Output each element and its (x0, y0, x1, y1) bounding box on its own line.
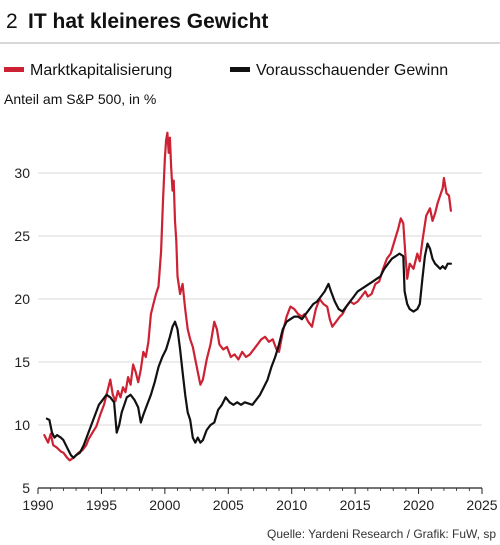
x-tick-label-1990: 1990 (22, 497, 53, 513)
y-axis-label: Anteil am S&P 500, in % (4, 91, 156, 107)
y-tick-labels: 5 10 15 20 25 30 (14, 165, 30, 496)
x-tick-labels: 1990 1995 2000 2005 2010 2015 2020 2025 (22, 497, 497, 513)
y-tick-label-10: 10 (14, 417, 30, 433)
x-tick-label-2015: 2015 (340, 497, 371, 513)
series-line-market-cap (43, 131, 452, 462)
grid-lines (38, 172, 482, 426)
x-tick-label-2000: 2000 (149, 497, 180, 513)
legend-label-forward-earnings: Vorausschauender Gewinn (256, 62, 448, 79)
legend-label-market-cap: Marktkapitalisierung (30, 62, 172, 79)
y-tick-label-15: 15 (14, 354, 30, 370)
series-lines (43, 131, 452, 462)
legend-swatch-market-cap (4, 67, 24, 72)
figure-number: 2 (6, 10, 18, 33)
x-tick-label-2005: 2005 (213, 497, 244, 513)
x-tick-label-1995: 1995 (86, 497, 117, 513)
series-line-forward-earnings (45, 242, 452, 459)
x-tick-label-2020: 2020 (403, 497, 434, 513)
x-tick-label-2025: 2025 (466, 497, 497, 513)
legend-swatch-forward-earnings (230, 67, 250, 72)
y-tick-label-30: 30 (14, 165, 30, 181)
chart-title: IT hat kleineres Gewicht (28, 10, 268, 33)
axes (37, 487, 483, 494)
y-tick-label-25: 25 (14, 228, 30, 244)
y-tick-label-20: 20 (14, 291, 30, 307)
source-note: Quelle: Yardeni Research / Grafik: FuW, … (267, 527, 496, 541)
y-tick-label-5: 5 (22, 480, 30, 496)
x-tick-label-2010: 2010 (276, 497, 307, 513)
